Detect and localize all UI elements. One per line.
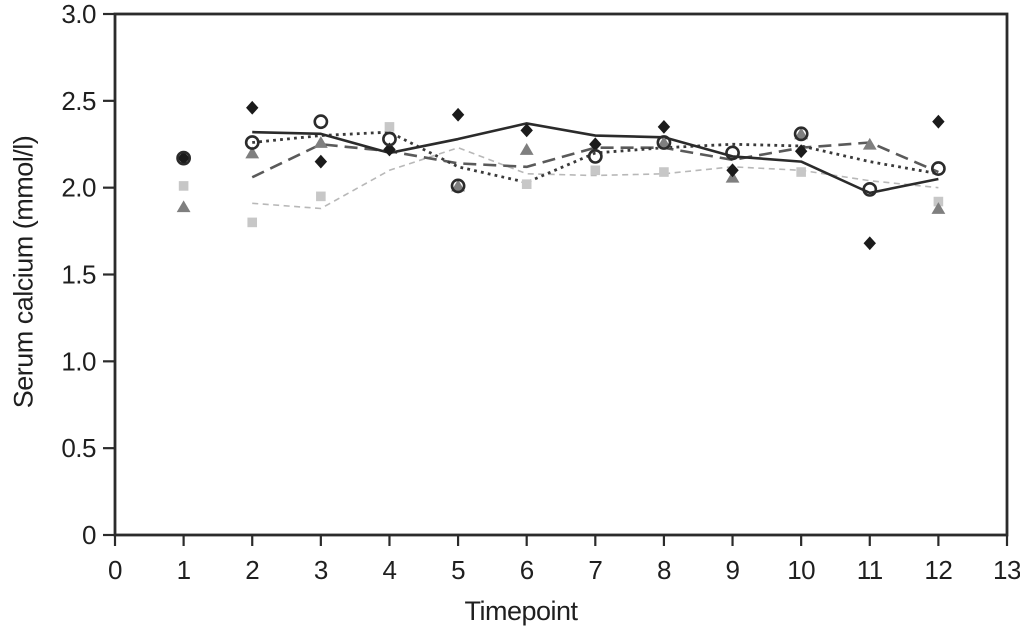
diamond-marker: [657, 119, 671, 134]
open-circle-marker: [382, 131, 397, 147]
open-circle-marker: [587, 149, 603, 164]
triangle-marker: [176, 200, 191, 213]
x-tick-label: 1: [177, 555, 191, 585]
fine-dashed-light-line: [252, 146, 939, 210]
triangle-marker: [451, 179, 465, 192]
triangle-marker: [862, 137, 877, 150]
square-marker: [659, 167, 669, 177]
x-tick-label: 2: [245, 555, 259, 585]
y-tick-label: 0.5: [61, 433, 96, 463]
square-marker: [247, 217, 258, 228]
triangle-marker: [657, 136, 671, 148]
dotted-line: [252, 130, 939, 184]
y-tick-label: 2.0: [61, 173, 96, 203]
square-marker: [384, 122, 395, 132]
y-tick-label: 0: [82, 520, 96, 550]
triangle-marker: [794, 127, 809, 140]
x-tick-label: 8: [657, 555, 671, 585]
diamond-marker: [589, 137, 602, 152]
x-tick-label: 7: [588, 555, 602, 585]
open-circle-marker: [930, 161, 946, 176]
diamond-marker: [932, 114, 945, 129]
open-circle-marker: [656, 135, 672, 150]
diamond-marker: [246, 100, 259, 115]
x-tick-label: 9: [726, 555, 740, 585]
y-tick-label: 1.5: [61, 260, 96, 290]
y-tick-label: 3.0: [61, 0, 96, 29]
open-circle-marker: [725, 145, 740, 161]
diamond-marker: [383, 142, 396, 157]
open-circle-marker: [176, 150, 192, 166]
x-tick-label: 12: [924, 555, 952, 585]
triangle-marker: [519, 143, 534, 155]
y-axis-title: Serum calcium (mmol/l): [8, 135, 39, 409]
diamond-marker: [794, 144, 808, 159]
x-tick-label: 11: [857, 555, 883, 585]
diamond-marker: [863, 236, 876, 251]
open-circle-marker: [450, 178, 466, 194]
y-tick-label: 1.0: [61, 346, 96, 376]
diamond-marker: [451, 107, 465, 122]
y-tick-label: 2.5: [61, 86, 96, 116]
x-tick-label: 13: [993, 555, 1020, 585]
open-circle-marker: [244, 135, 260, 150]
open-circle-marker: [313, 114, 329, 130]
diamond-marker: [314, 154, 328, 169]
diamond-marker: [520, 123, 533, 138]
square-marker: [933, 196, 944, 207]
square-marker: [590, 165, 601, 176]
triangle-marker: [313, 136, 328, 148]
x-tick-label: 4: [382, 555, 396, 585]
square-marker: [178, 181, 189, 191]
square-marker: [316, 191, 326, 202]
diamond-marker: [726, 163, 739, 178]
x-axis-title: Timepoint: [464, 596, 578, 626]
plot-frame: [113, 12, 1009, 537]
x-tick-label: 6: [520, 555, 534, 585]
triangle-marker: [245, 146, 260, 159]
triangle-marker: [931, 202, 946, 214]
square-marker: [796, 167, 806, 177]
x-tick-label: 3: [314, 555, 328, 585]
x-tick-label: 5: [451, 555, 465, 585]
diamond-marker: [177, 151, 190, 166]
square-marker: [521, 179, 532, 189]
open-circle-marker: [793, 126, 809, 142]
x-tick-label: 0: [108, 555, 122, 585]
dashed-line: [251, 141, 939, 179]
open-circle-marker: [862, 182, 878, 197]
x-tick-label: 10: [787, 555, 815, 585]
solid-line: [252, 122, 939, 195]
